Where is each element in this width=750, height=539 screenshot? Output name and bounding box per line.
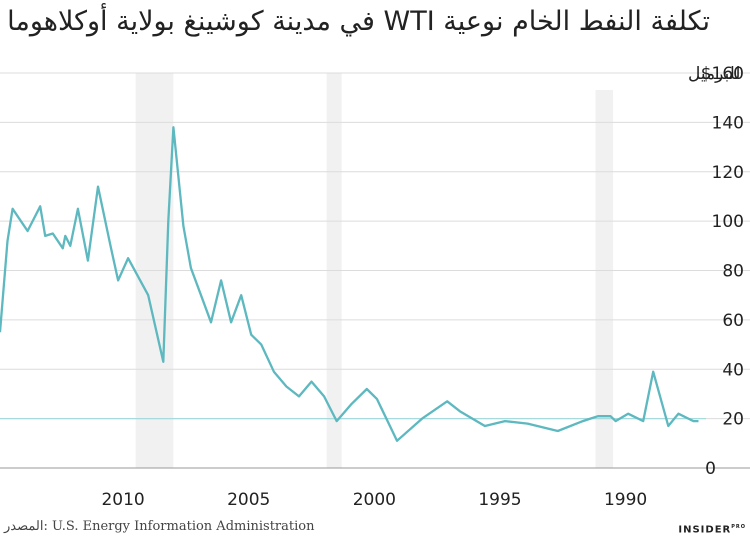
x-tick-label: 1990	[604, 490, 647, 510]
y-tick-label: 140	[712, 113, 744, 133]
y-tick-label: 20	[722, 410, 744, 430]
series-line-group	[0, 126, 699, 442]
y-tick-label: 0	[705, 459, 716, 479]
y-tick-label: 40	[722, 360, 744, 380]
y-tick-label: $160	[701, 64, 744, 84]
x-tick-label: 2010	[101, 490, 144, 510]
brand-logo: INSIDERPRO	[678, 524, 746, 535]
y-tick-label: 60	[722, 311, 744, 331]
x-tick-label: 2000	[353, 490, 396, 510]
y-tick-label: 100	[712, 212, 744, 232]
gridlines	[0, 72, 750, 469]
y-tick-label: 120	[712, 163, 744, 183]
recession-band	[595, 90, 614, 468]
chart-title: تكلفة النفط الخام نوعية WTI في مدينة كوش…	[7, 6, 710, 37]
x-tick-label: 2005	[227, 490, 270, 510]
brand-text: INSIDER	[678, 524, 732, 536]
y-tick-label: 80	[722, 262, 744, 282]
y-axis-tick-labels: 0 20 40 60 80 100 120 140 $160	[701, 64, 744, 479]
source-note: المصدر: U.S. Energy Information Administ…	[4, 519, 315, 534]
x-tick-label: 1995	[478, 490, 521, 510]
x-axis-tick-labels: 2010 2005 2000 1995 1990	[101, 490, 647, 510]
brand-sub: PRO	[731, 524, 746, 530]
y-axis-label: للبرميل	[688, 64, 740, 84]
series-line-wti	[0, 126, 699, 442]
